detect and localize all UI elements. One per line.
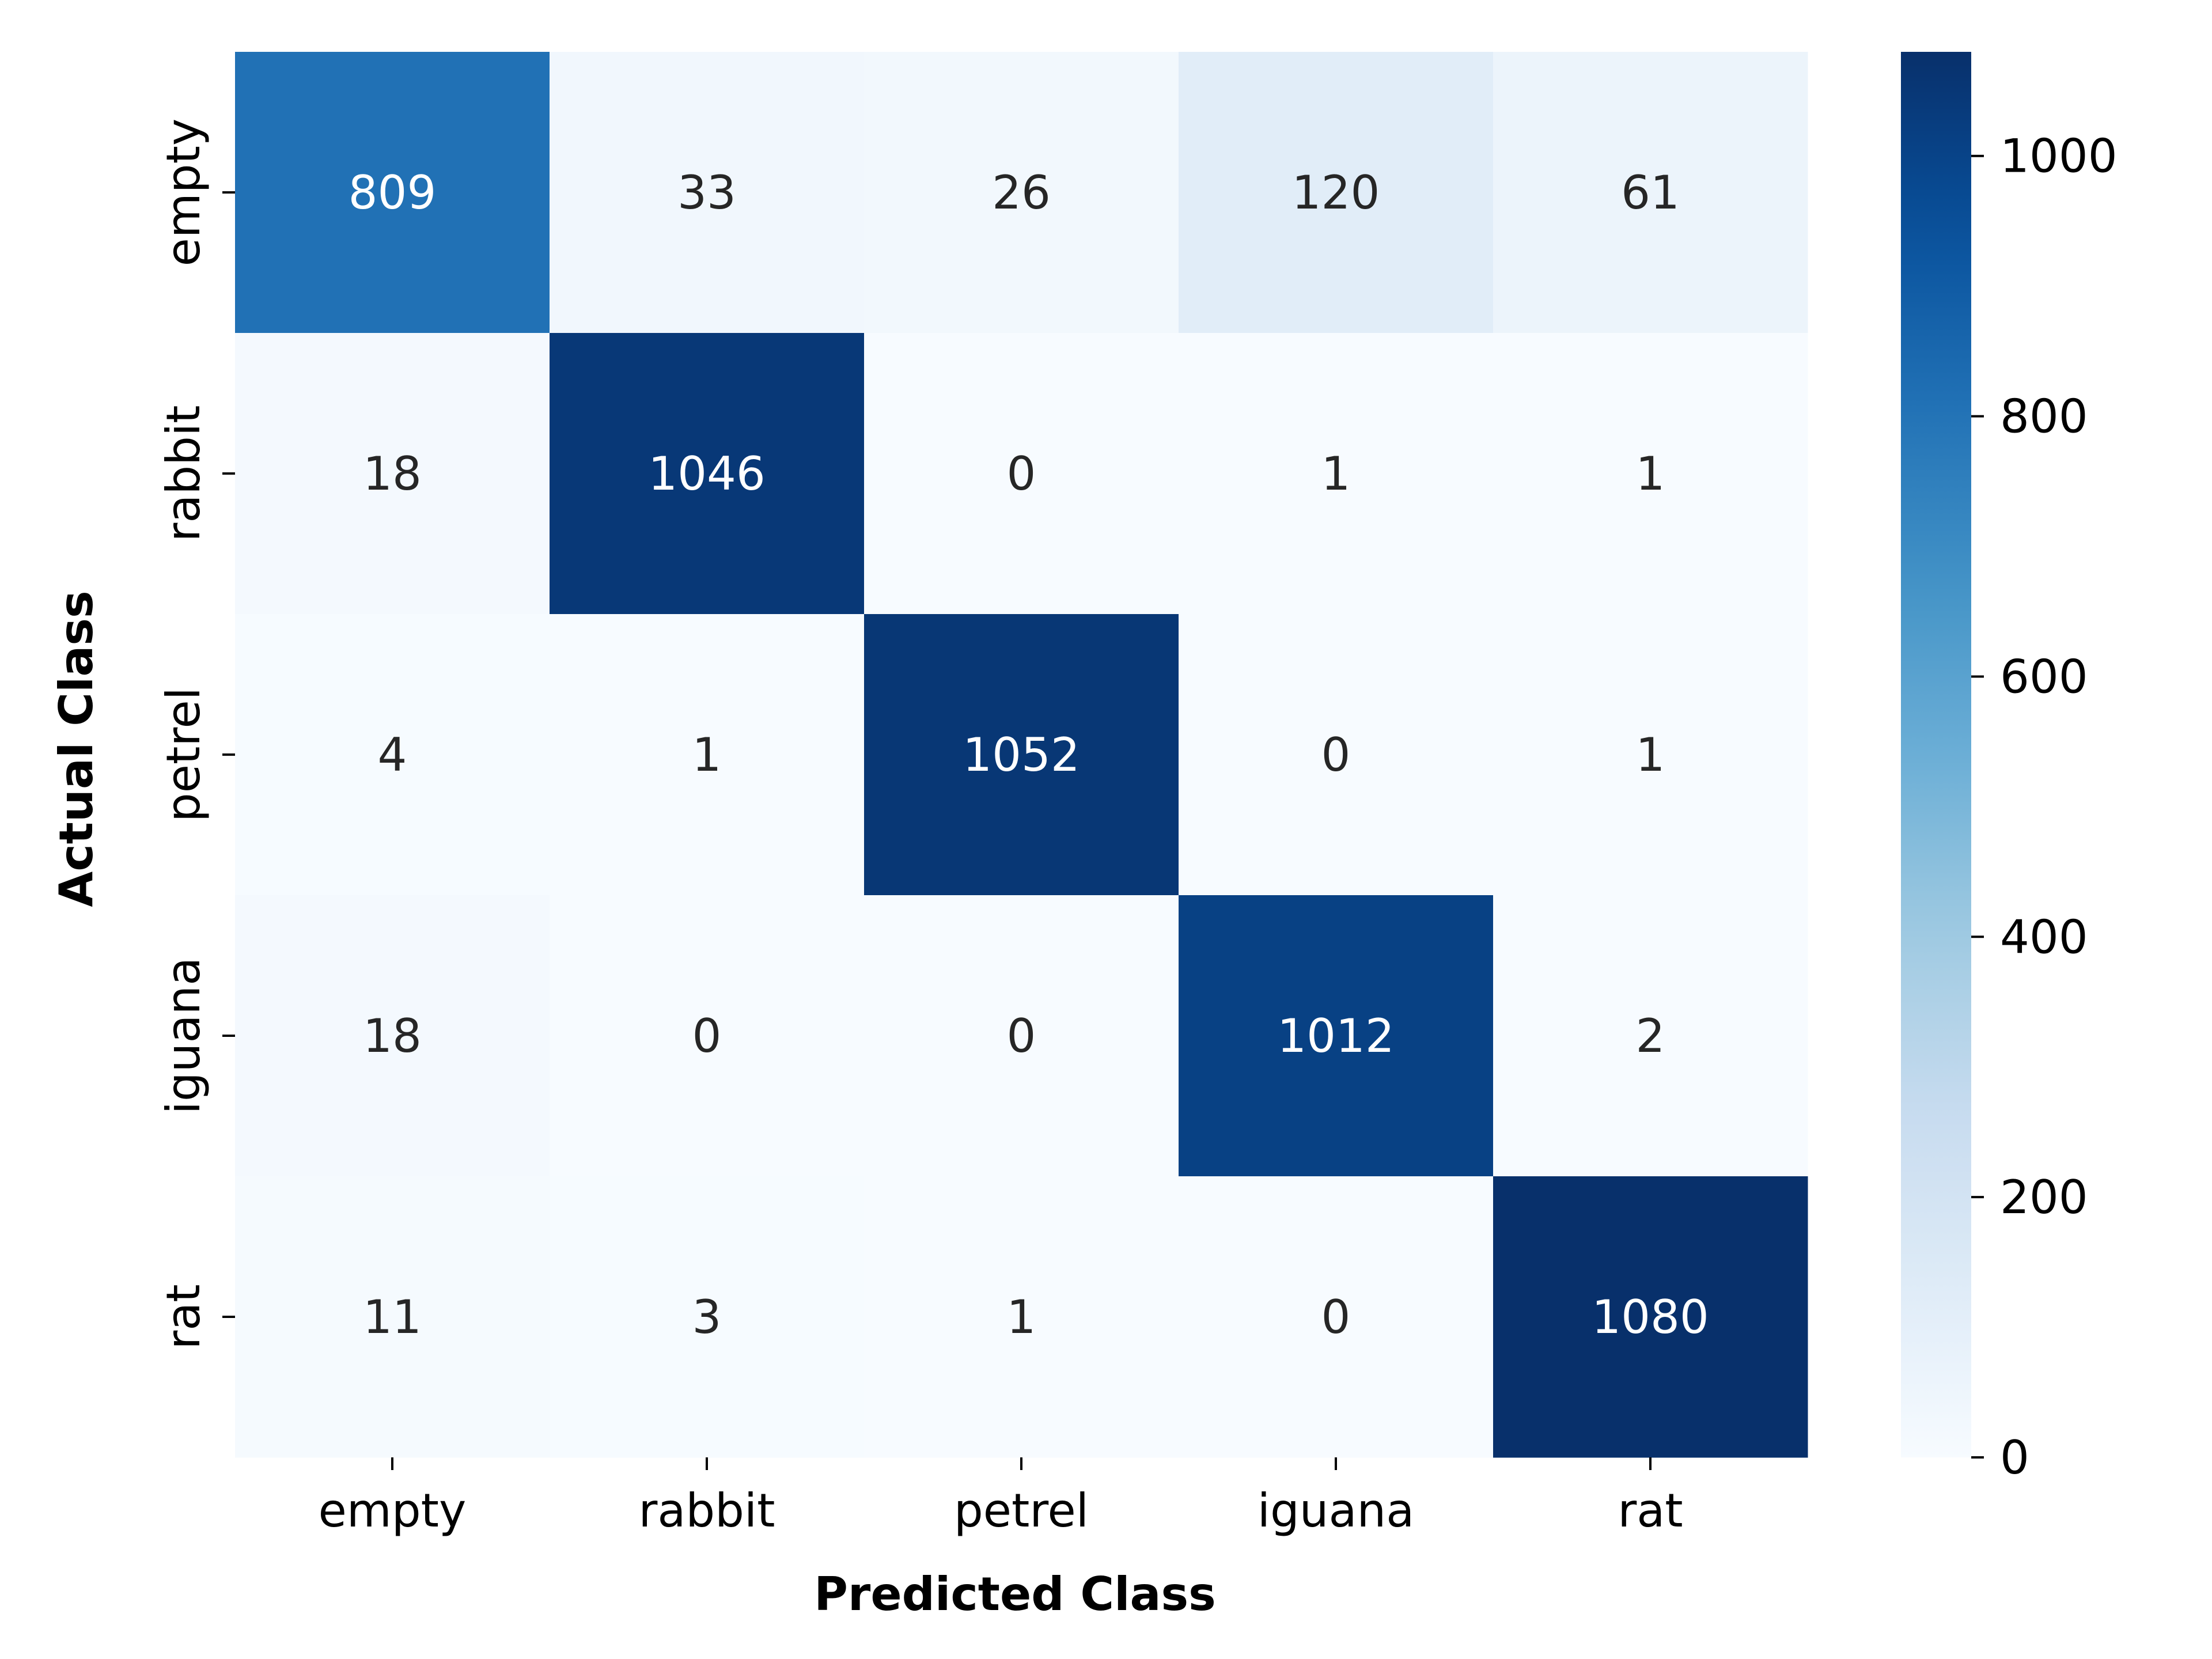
cell-value-label: 1046 [648,447,766,501]
heatmap-cell [1493,1176,1808,1458]
cell-value-label: 0 [1321,728,1351,782]
colorbar-tick-label: 200 [2000,1171,2088,1224]
heatmap-cell [550,895,865,1177]
x-tick-label: iguana [1257,1484,1414,1537]
x-axis: empty rabbit petrel iguana rat [319,1457,1683,1537]
cell-value-label: 1 [692,728,722,782]
x-tick-label: rabbit [638,1484,775,1537]
x-tick-label: empty [319,1484,467,1537]
cell-value-label: 1 [1007,1290,1036,1344]
y-axis-title: Actual Class [50,590,103,907]
heatmap-cells [235,52,1808,1458]
cell-value-label: 18 [363,447,422,501]
cell-value-label: 1052 [963,728,1080,782]
colorbar-tick-label: 600 [2000,650,2088,703]
colorbar-tick-label: 1000 [2000,130,2118,183]
cell-value-label: 0 [1007,447,1036,501]
x-tick-label: rat [1618,1484,1683,1537]
colorbar: 0 200 400 600 800 1000 [1901,52,2118,1484]
x-axis-title: Predicted Class [814,1567,1215,1621]
y-tick-label: rabbit [157,405,210,541]
heatmap-cell [550,614,865,896]
heatmap-cell [235,52,550,334]
heatmap-cell [1179,614,1494,896]
colorbar-tick-label: 400 [2000,910,2088,964]
heatmap-cell [235,614,550,896]
heatmap-cell [864,614,1179,896]
heatmap-cell [864,52,1179,334]
cell-value-label: 1 [1636,447,1665,501]
heatmap-cell [550,333,865,615]
heatmap-cell [235,333,550,615]
heatmap-cell [1493,895,1808,1177]
cell-value-label: 809 [349,166,437,219]
cell-value-label: 1080 [1592,1290,1709,1344]
cell-value-label: 0 [692,1009,722,1063]
cell-value-label: 61 [1621,166,1680,219]
y-axis: empty rabbit petrel iguana rat [157,119,235,1350]
cell-value-label: 26 [992,166,1051,219]
heatmap-cell [864,333,1179,615]
colorbar-tick-label: 0 [2000,1431,2029,1484]
colorbar-tick-label: 800 [2000,390,2088,444]
heatmap-cell [1179,52,1494,334]
cell-value-label: 120 [1292,166,1380,219]
heatmap-cell [1179,1176,1494,1458]
cell-value-label: 33 [677,166,736,219]
cell-value-label: 4 [378,728,407,782]
y-tick-label: rat [157,1284,210,1349]
cell-value-label: 1012 [1277,1009,1395,1063]
heatmap-cell [1179,895,1494,1177]
y-tick-label: empty [157,119,210,267]
cell-value-label: 18 [363,1009,422,1063]
heatmap-cell [550,52,865,334]
heatmap-cell [1493,614,1808,896]
cell-value-label: 11 [363,1290,422,1344]
cell-value-label: 0 [1321,1290,1351,1344]
heatmap-cell [864,895,1179,1177]
y-tick-label: petrel [157,687,210,822]
cell-value-label: 1 [1636,728,1665,782]
cell-value-label: 2 [1636,1009,1665,1063]
heatmap-cell [1179,333,1494,615]
heatmap-cell [1493,333,1808,615]
heatmap-cell [550,1176,865,1458]
cell-value-label: 0 [1007,1009,1036,1063]
y-tick-label: iguana [157,957,210,1114]
heatmap-cell [864,1176,1179,1458]
colorbar-scale [1901,52,1971,1457]
heatmap-cell [235,895,550,1177]
x-tick-label: petrel [954,1484,1089,1537]
heatmap-cell [1493,52,1808,334]
heatmap-cell [235,1176,550,1458]
cell-value-label: 1 [1321,447,1351,501]
cell-value-label: 3 [692,1290,722,1344]
